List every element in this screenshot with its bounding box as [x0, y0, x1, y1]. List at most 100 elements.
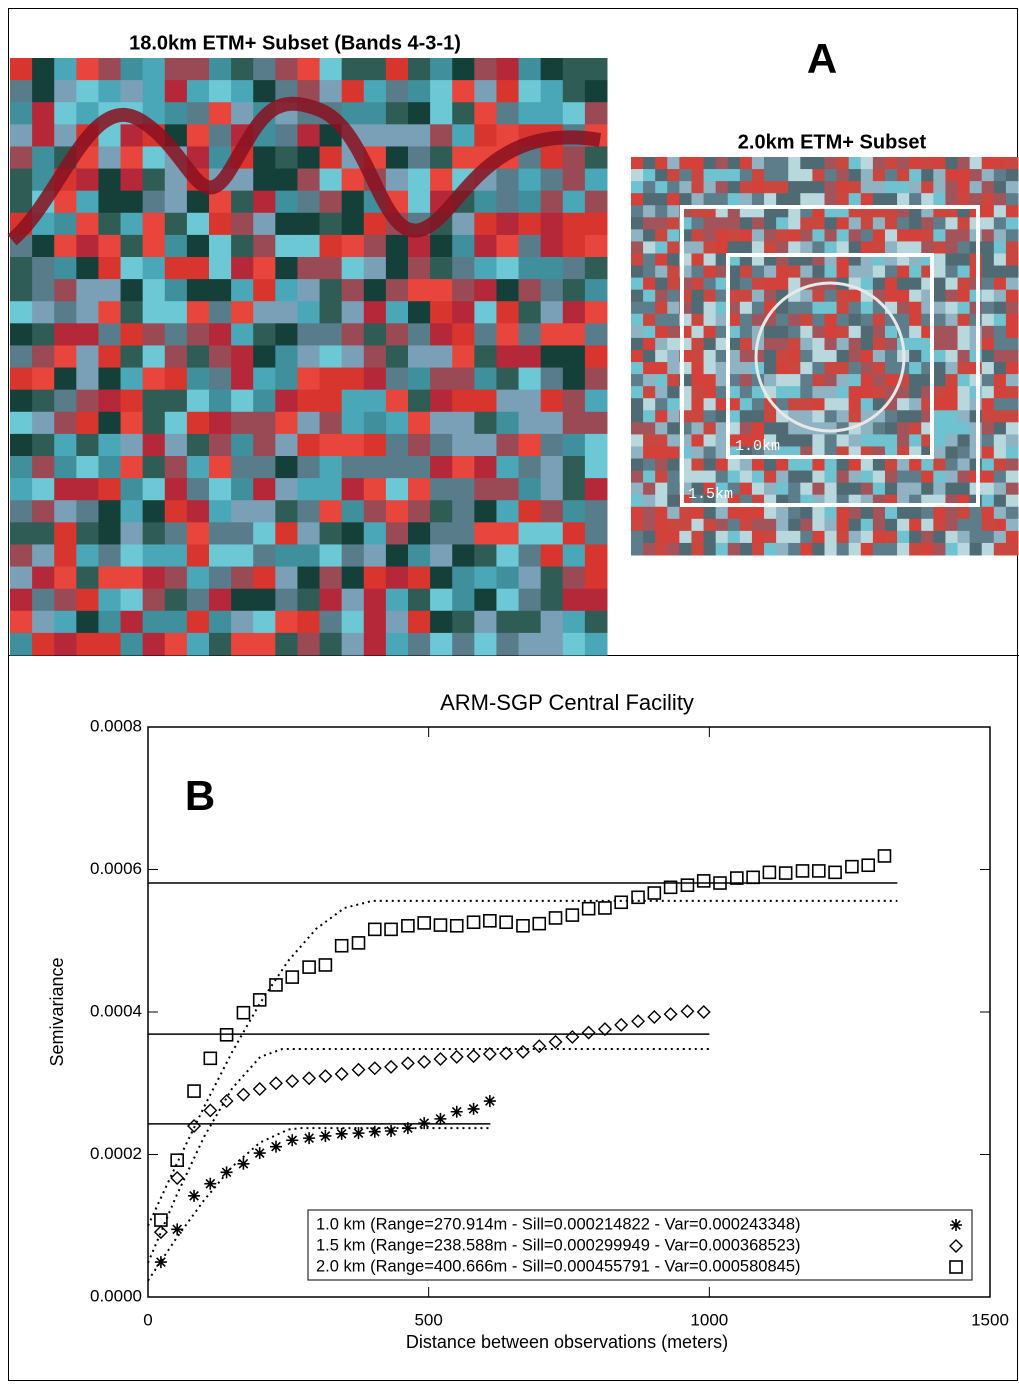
image-cell	[142, 323, 166, 346]
image-cell	[319, 146, 343, 170]
image-cell	[812, 398, 825, 411]
image-cell	[667, 434, 680, 447]
image-cell	[297, 279, 321, 302]
image-cell	[691, 446, 705, 460]
marker-diamond	[400, 1056, 415, 1071]
image-cell	[275, 367, 298, 391]
image-cell	[727, 337, 741, 351]
image-cell	[691, 169, 705, 182]
image-cell	[788, 193, 801, 206]
image-cell	[10, 124, 33, 147]
image-cell	[562, 610, 586, 634]
image-cell	[76, 566, 99, 590]
image-cell	[909, 422, 922, 435]
image-cell	[933, 289, 946, 303]
image-cell	[186, 102, 210, 125]
image-cell	[319, 544, 343, 568]
image-cell	[715, 301, 729, 315]
image-cell	[933, 277, 946, 291]
image-cell	[76, 456, 99, 479]
image-cell	[430, 323, 453, 346]
image-cell	[957, 289, 971, 303]
image-cell	[496, 323, 520, 346]
image-cell	[933, 313, 946, 327]
image-cell	[164, 323, 188, 346]
image-cell	[1005, 217, 1019, 230]
image-cell	[751, 398, 765, 411]
image-cell	[540, 168, 564, 192]
image-cell	[933, 349, 946, 363]
marker-asterisk	[418, 1117, 431, 1130]
image-cell	[969, 157, 983, 170]
image-cell	[655, 530, 668, 544]
image-cell	[10, 80, 33, 103]
image-cell	[739, 410, 753, 423]
image-cell	[54, 588, 77, 612]
image-cell	[643, 241, 656, 254]
marker-diamond	[680, 1004, 695, 1019]
image-cell	[764, 241, 777, 254]
image-cell	[631, 518, 644, 532]
image-cell	[584, 323, 608, 346]
image-cell	[474, 544, 497, 568]
image-cell	[848, 530, 862, 544]
image-cell	[363, 257, 387, 280]
image-cell	[957, 241, 971, 254]
image-cell	[969, 530, 983, 544]
image-cell	[727, 458, 741, 472]
image-cell	[933, 542, 946, 556]
image-cell	[667, 277, 680, 291]
image-cell	[993, 458, 1007, 472]
image-cell	[921, 181, 934, 194]
image-cell	[945, 434, 959, 447]
image-cell	[231, 411, 254, 435]
image-cell	[824, 398, 838, 411]
image-cell	[739, 157, 753, 170]
marker-square	[516, 918, 530, 933]
image-cell	[385, 323, 409, 346]
image-cell	[981, 169, 995, 182]
image-cell	[474, 190, 497, 214]
image-cell	[363, 610, 387, 634]
image-cell	[945, 313, 959, 327]
marker-square	[861, 858, 875, 873]
image-cell	[933, 530, 946, 544]
image-cell	[275, 544, 298, 568]
image-cell	[691, 398, 705, 411]
image-cell	[897, 181, 910, 194]
image-cell	[474, 522, 497, 545]
image-cell	[186, 610, 210, 634]
image-cell	[957, 518, 971, 532]
image-cell	[897, 470, 910, 484]
image-cell	[142, 58, 166, 81]
image-cell	[631, 446, 644, 460]
image-cell	[142, 301, 166, 324]
image-cell	[231, 544, 254, 568]
marker-diamond	[647, 1009, 662, 1024]
image-cell	[562, 234, 586, 258]
image-cell	[715, 325, 729, 339]
image-cell	[643, 434, 656, 447]
image-cell	[703, 301, 717, 315]
image-cell	[703, 193, 717, 206]
image-cell	[363, 411, 387, 435]
image-cell	[408, 301, 431, 324]
image-cell	[408, 588, 431, 612]
marker-diamond	[318, 1069, 333, 1084]
image-cell	[945, 530, 959, 544]
image-cell	[909, 157, 922, 170]
image-cell	[643, 518, 656, 532]
image-cell	[562, 80, 586, 103]
image-cell	[164, 478, 188, 501]
image-cell	[209, 323, 232, 346]
image-cell	[667, 337, 680, 351]
image-cell	[739, 313, 753, 327]
image-cell	[540, 102, 564, 125]
image-cell	[679, 542, 692, 556]
image-cell	[824, 470, 838, 484]
image-cell	[909, 530, 922, 544]
image-cell	[764, 398, 777, 411]
image-cell	[751, 241, 765, 254]
image-cell	[909, 229, 922, 242]
image-cell	[884, 518, 898, 532]
